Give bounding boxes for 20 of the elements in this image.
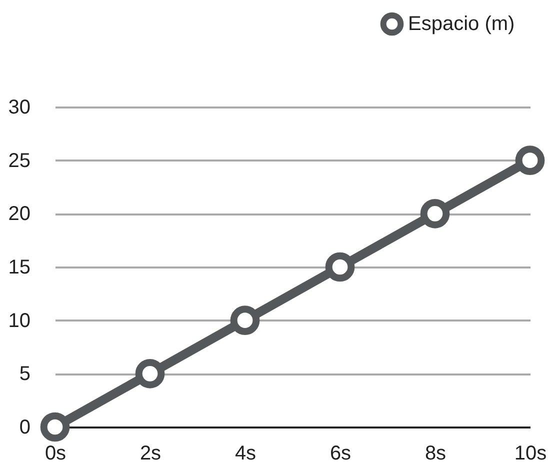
y-tick-label: 0 xyxy=(19,416,30,438)
point xyxy=(515,146,545,175)
x-tick-label: 4s xyxy=(234,442,256,464)
x-tick-label: 10s xyxy=(514,442,547,464)
point xyxy=(325,252,355,282)
x-tick-label: 0s xyxy=(44,442,66,464)
y-tick-label: 15 xyxy=(8,256,30,278)
point xyxy=(135,359,165,388)
x-tick-label: 2s xyxy=(140,442,162,464)
x-tick-label: 6s xyxy=(330,442,352,464)
y-tick-label: 30 xyxy=(8,96,30,118)
y-tick-label: 20 xyxy=(8,203,30,226)
point xyxy=(40,412,70,442)
point xyxy=(420,199,450,228)
point xyxy=(230,306,260,335)
y-tick-label: 5 xyxy=(19,363,30,386)
y-tick-label: 10 xyxy=(8,310,30,332)
legend-label: Espacio (m) xyxy=(408,13,515,35)
x-tick-label: 8s xyxy=(424,442,446,464)
y-tick-label: 25 xyxy=(8,150,30,172)
